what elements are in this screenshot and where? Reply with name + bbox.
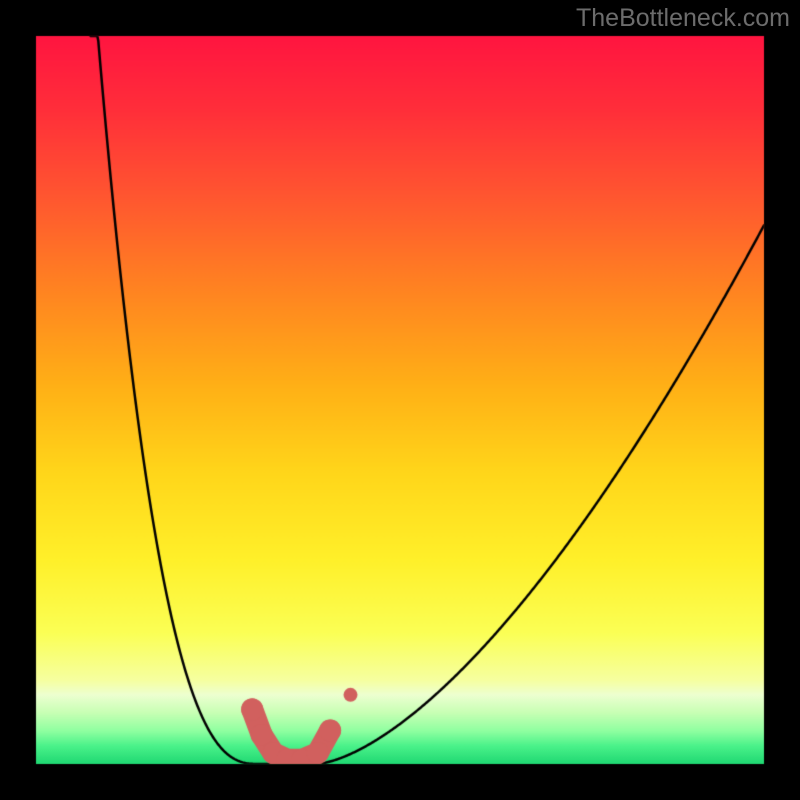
markers-canvas — [0, 0, 800, 800]
chart-stage: TheBottleneck.com — [0, 0, 800, 800]
watermark-label: TheBottleneck.com — [576, 4, 790, 33]
